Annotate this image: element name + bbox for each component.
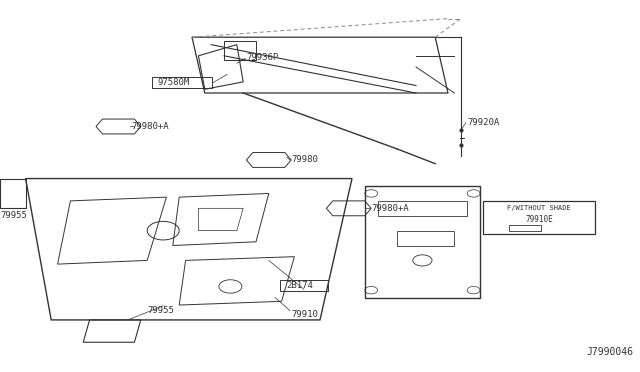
Text: 79910: 79910 [291, 310, 318, 319]
Text: 79936P: 79936P [246, 53, 278, 62]
Text: 79980+A: 79980+A [131, 122, 169, 131]
Text: 2B174: 2B174 [287, 281, 314, 290]
Text: 97580M: 97580M [157, 78, 189, 87]
Text: 79980: 79980 [291, 155, 318, 164]
Text: 79955: 79955 [147, 306, 174, 315]
Text: 79980+A: 79980+A [371, 204, 409, 213]
Text: 79955: 79955 [0, 211, 27, 220]
Text: J7990046: J7990046 [587, 347, 634, 357]
Text: F/WITHOUT SHADE: F/WITHOUT SHADE [508, 205, 571, 211]
Text: 79910E: 79910E [525, 215, 553, 224]
Text: 79920A: 79920A [467, 118, 499, 127]
